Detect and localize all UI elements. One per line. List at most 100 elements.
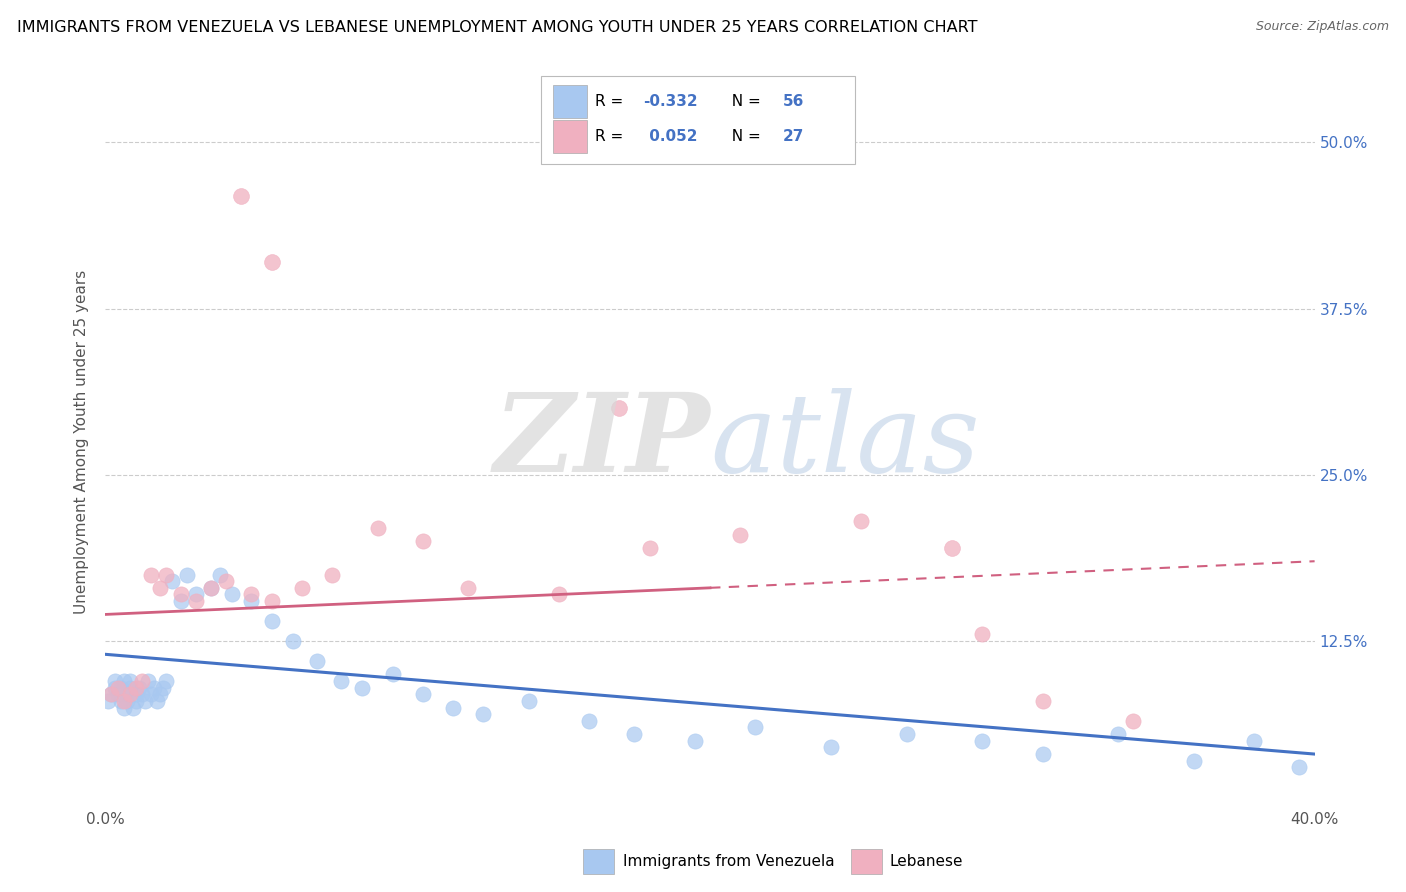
Point [139, 687, 162, 701]
Point [112, 694, 135, 708]
Point [115, 687, 138, 701]
Point [260, 594, 283, 608]
Point [609, 401, 631, 416]
Point [1243, 733, 1265, 747]
Point [849, 514, 872, 528]
Text: N =: N = [723, 128, 766, 144]
Point [149, 687, 172, 701]
Point [115, 694, 138, 708]
Point [200, 581, 222, 595]
Point [352, 681, 374, 695]
Y-axis label: Unemployment Among Youth under 25 years: Unemployment Among Youth under 25 years [75, 269, 90, 614]
Point [548, 587, 571, 601]
Point [142, 681, 165, 695]
Point [941, 541, 963, 555]
Point [381, 667, 404, 681]
Point [321, 567, 343, 582]
Text: -0.332: -0.332 [644, 95, 699, 110]
Point [146, 694, 169, 708]
Point [103, 673, 125, 688]
Point [1107, 727, 1129, 741]
Text: 56: 56 [783, 95, 804, 110]
Point [896, 727, 918, 741]
Point [1122, 714, 1144, 728]
Point [118, 687, 141, 701]
Point [1032, 694, 1054, 708]
Point [260, 255, 283, 269]
Text: 0.052: 0.052 [644, 128, 697, 144]
Point [176, 567, 198, 582]
Point [457, 581, 479, 595]
Point [412, 687, 434, 701]
Point [281, 634, 304, 648]
Point [820, 740, 842, 755]
Point [124, 687, 148, 701]
Point [128, 681, 150, 695]
Point [160, 574, 183, 589]
Point [121, 700, 143, 714]
Point [118, 681, 141, 695]
Text: N =: N = [723, 95, 766, 110]
Point [100, 687, 122, 701]
Point [412, 534, 434, 549]
Point [623, 727, 645, 741]
Point [472, 707, 495, 722]
Point [221, 587, 243, 601]
Point [149, 581, 172, 595]
Point [131, 673, 153, 688]
Text: R =: R = [595, 95, 628, 110]
Point [1182, 754, 1205, 768]
Text: IMMIGRANTS FROM VENEZUELA VS LEBANESE UNEMPLOYMENT AMONG YOUTH UNDER 25 YEARS CO: IMMIGRANTS FROM VENEZUELA VS LEBANESE UN… [17, 20, 977, 35]
Point [441, 700, 464, 714]
Text: Source: ZipAtlas.com: Source: ZipAtlas.com [1256, 20, 1389, 33]
Point [110, 694, 132, 708]
Point [239, 587, 262, 601]
Bar [553, 86, 586, 119]
Point [97, 694, 120, 708]
Point [152, 681, 174, 695]
Point [155, 567, 177, 582]
Point [239, 594, 262, 608]
Point [638, 541, 661, 555]
Point [186, 594, 208, 608]
Point [330, 673, 353, 688]
Text: R =: R = [595, 128, 628, 144]
FancyBboxPatch shape [541, 76, 855, 163]
Point [170, 594, 193, 608]
Point [107, 687, 129, 701]
Point [744, 721, 766, 735]
Point [112, 673, 135, 688]
Bar [553, 120, 586, 153]
Text: Immigrants from Venezuela: Immigrants from Venezuela [623, 855, 835, 869]
Point [578, 714, 600, 728]
Point [155, 673, 177, 688]
Point [107, 681, 129, 695]
Point [200, 581, 222, 595]
Text: Lebanese: Lebanese [890, 855, 963, 869]
Point [517, 694, 540, 708]
Point [1032, 747, 1054, 761]
Point [231, 188, 253, 202]
Point [124, 694, 148, 708]
Point [209, 567, 232, 582]
Point [118, 673, 141, 688]
Point [970, 627, 993, 641]
Point [136, 673, 159, 688]
Point [170, 587, 193, 601]
Point [307, 654, 329, 668]
Point [683, 733, 706, 747]
Point [103, 681, 125, 695]
Point [1288, 760, 1310, 774]
Point [970, 733, 993, 747]
Point [730, 527, 752, 541]
Point [112, 700, 135, 714]
Point [139, 567, 162, 582]
Point [366, 521, 388, 535]
Point [186, 587, 208, 601]
Point [110, 681, 132, 695]
Point [215, 574, 238, 589]
Point [100, 687, 122, 701]
Text: ZIP: ZIP [494, 388, 710, 495]
Text: 27: 27 [783, 128, 804, 144]
Point [124, 681, 148, 695]
